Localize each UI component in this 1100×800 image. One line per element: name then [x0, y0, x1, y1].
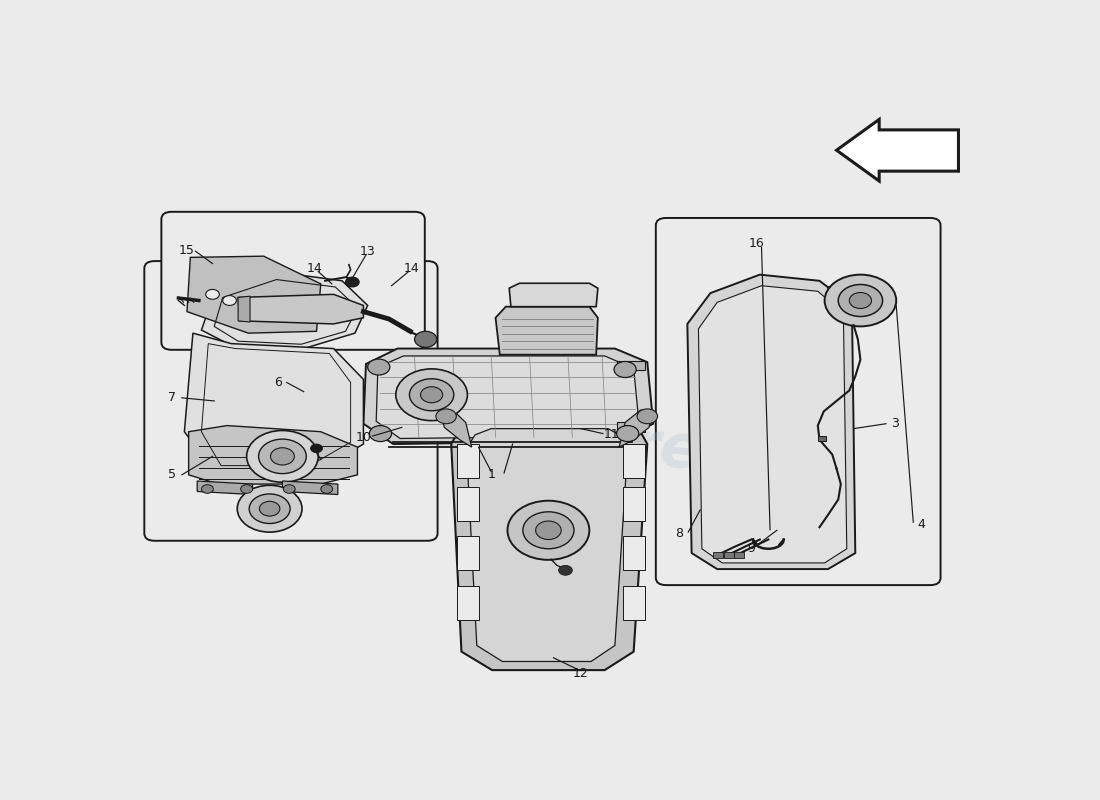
Circle shape — [409, 378, 454, 410]
Text: 6: 6 — [274, 376, 282, 389]
Text: europares: europares — [387, 396, 740, 486]
Text: 7: 7 — [167, 391, 176, 404]
Circle shape — [258, 439, 306, 474]
Circle shape — [825, 274, 896, 326]
Text: 9: 9 — [747, 542, 756, 555]
Polygon shape — [238, 296, 250, 322]
Circle shape — [284, 485, 295, 494]
Polygon shape — [698, 286, 847, 563]
Circle shape — [614, 362, 636, 378]
Circle shape — [396, 369, 468, 421]
Polygon shape — [624, 537, 645, 570]
Polygon shape — [624, 586, 645, 619]
FancyBboxPatch shape — [162, 212, 425, 350]
Text: 10: 10 — [355, 431, 372, 444]
Polygon shape — [817, 436, 826, 441]
Polygon shape — [495, 306, 598, 354]
Circle shape — [201, 485, 213, 494]
Text: 14: 14 — [307, 262, 322, 275]
Text: 13: 13 — [360, 245, 375, 258]
Polygon shape — [189, 426, 358, 484]
Polygon shape — [283, 481, 338, 494]
Circle shape — [559, 566, 572, 575]
Circle shape — [345, 277, 359, 287]
Circle shape — [370, 426, 392, 442]
Polygon shape — [238, 294, 363, 324]
Polygon shape — [458, 586, 478, 619]
Circle shape — [222, 295, 236, 306]
Circle shape — [522, 512, 574, 549]
Polygon shape — [828, 281, 860, 311]
Text: 11: 11 — [604, 428, 619, 442]
Polygon shape — [688, 274, 856, 569]
FancyBboxPatch shape — [656, 218, 940, 585]
Circle shape — [246, 430, 318, 482]
Polygon shape — [624, 487, 645, 521]
Circle shape — [310, 444, 322, 453]
Polygon shape — [619, 410, 653, 447]
Polygon shape — [451, 422, 647, 670]
FancyBboxPatch shape — [144, 261, 438, 541]
Text: 15: 15 — [179, 243, 195, 257]
Polygon shape — [624, 444, 645, 478]
Polygon shape — [735, 552, 745, 558]
Polygon shape — [201, 271, 367, 349]
Circle shape — [436, 409, 456, 424]
Circle shape — [507, 501, 590, 560]
Polygon shape — [466, 429, 628, 662]
Text: 4: 4 — [917, 518, 926, 530]
Text: 14: 14 — [404, 262, 420, 275]
Circle shape — [238, 486, 302, 532]
Polygon shape — [713, 552, 723, 558]
Polygon shape — [458, 487, 478, 521]
Circle shape — [849, 293, 871, 309]
Circle shape — [271, 448, 295, 465]
Polygon shape — [440, 410, 472, 447]
Circle shape — [637, 409, 658, 424]
Polygon shape — [617, 422, 645, 432]
Polygon shape — [458, 537, 478, 570]
Circle shape — [367, 359, 389, 375]
Circle shape — [241, 485, 253, 494]
Text: 16: 16 — [748, 238, 764, 250]
Circle shape — [250, 494, 290, 523]
Circle shape — [206, 290, 219, 299]
Polygon shape — [376, 356, 639, 438]
Circle shape — [420, 386, 442, 402]
Text: 1: 1 — [487, 468, 495, 482]
Polygon shape — [197, 481, 253, 494]
Polygon shape — [836, 119, 958, 181]
Circle shape — [415, 331, 437, 347]
Circle shape — [617, 426, 639, 442]
Text: 3: 3 — [891, 418, 899, 430]
Polygon shape — [724, 552, 735, 558]
Circle shape — [260, 502, 279, 516]
Text: 8: 8 — [674, 527, 683, 540]
Polygon shape — [185, 333, 363, 472]
Text: 5: 5 — [167, 468, 176, 482]
Polygon shape — [509, 283, 598, 306]
Circle shape — [321, 485, 332, 494]
Polygon shape — [363, 349, 653, 444]
Circle shape — [536, 521, 561, 539]
Text: 12: 12 — [573, 667, 588, 680]
Polygon shape — [458, 444, 478, 478]
Circle shape — [838, 285, 882, 317]
Polygon shape — [187, 256, 321, 333]
Polygon shape — [617, 361, 645, 370]
